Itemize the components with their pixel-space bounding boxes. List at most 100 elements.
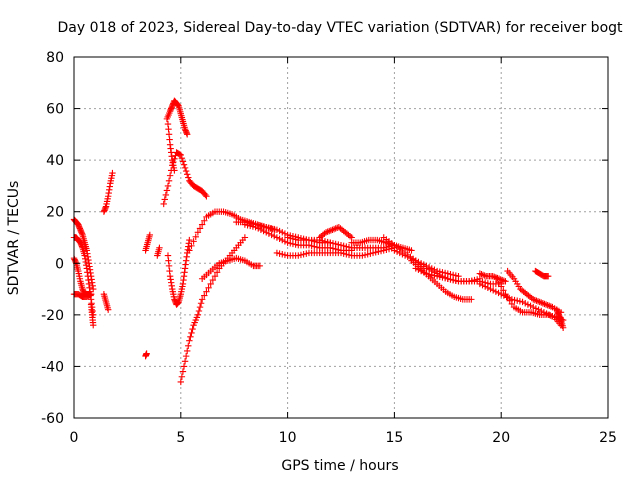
- data-point: [203, 288, 210, 295]
- data-point: [176, 151, 183, 158]
- x-tick-label: 15: [385, 430, 403, 446]
- data-point: [504, 294, 511, 301]
- data-point: [502, 278, 509, 285]
- series-arc-j: [154, 244, 163, 259]
- data-point: [87, 291, 95, 298]
- data-point: [185, 174, 192, 181]
- data-point: [203, 193, 210, 200]
- data-points: [70, 97, 567, 386]
- series-arc-q: [198, 254, 264, 282]
- data-point: [161, 196, 168, 203]
- grid: [74, 57, 608, 418]
- data-point: [194, 311, 202, 319]
- series-arc-ae: [504, 267, 565, 316]
- data-point: [109, 169, 116, 177]
- data-point: [198, 221, 206, 228]
- y-tick-label: 80: [46, 50, 64, 66]
- data-point: [192, 233, 199, 241]
- data-point: [197, 300, 205, 307]
- series-arc-v: [316, 223, 355, 241]
- series-arc-i: [142, 350, 150, 360]
- data-point: [160, 200, 167, 208]
- series-arc-d: [70, 291, 95, 301]
- data-point: [182, 167, 190, 175]
- data-point: [178, 373, 186, 380]
- data-point: [196, 225, 204, 232]
- y-tick-label: -60: [41, 411, 64, 427]
- data-point: [179, 368, 187, 375]
- data-point: [181, 164, 189, 172]
- data-point: [156, 244, 163, 252]
- data-point: [90, 285, 97, 293]
- series-arc-z: [408, 257, 475, 303]
- data-point: [86, 291, 94, 299]
- data-point: [468, 296, 475, 303]
- data-point: [190, 238, 197, 245]
- data-point: [163, 187, 171, 194]
- data-point: [493, 275, 501, 282]
- data-point: [195, 307, 203, 315]
- data-point: [182, 352, 190, 360]
- data-point: [213, 269, 221, 276]
- y-tick-label: 20: [46, 205, 64, 221]
- series-arc-o: [177, 234, 249, 386]
- series-arc-k: [163, 97, 191, 138]
- data-point: [256, 262, 264, 270]
- data-point: [502, 291, 509, 298]
- data-point: [146, 231, 154, 239]
- data-point: [180, 161, 188, 168]
- data-point: [408, 247, 415, 254]
- x-tick-label: 25: [599, 430, 617, 446]
- data-point: [143, 350, 150, 357]
- y-tick-label: 60: [46, 102, 64, 118]
- data-point: [508, 300, 516, 308]
- data-point: [166, 172, 174, 179]
- axis-ticks: 0 5 10 15 20 25 80 60 40 20 0 -20 -40 -60: [41, 50, 617, 446]
- data-point: [205, 284, 212, 291]
- data-point: [207, 280, 214, 288]
- data-point: [167, 167, 175, 174]
- data-point: [184, 347, 191, 355]
- data-point: [186, 236, 193, 244]
- data-point: [209, 276, 217, 284]
- series-arc-u: [284, 234, 398, 252]
- y-tick-label: -40: [41, 359, 64, 375]
- series-arc-g: [100, 169, 116, 215]
- x-tick-label: 0: [70, 430, 79, 446]
- series-arc-l: [164, 120, 178, 174]
- data-point: [188, 242, 195, 250]
- data-point: [479, 271, 487, 279]
- x-tick-label: 5: [176, 430, 185, 446]
- data-point: [181, 358, 189, 365]
- data-point: [170, 158, 177, 166]
- x-tick-label: 10: [279, 430, 297, 446]
- series-arc-m: [160, 149, 210, 208]
- data-point: [184, 171, 191, 178]
- data-point: [500, 287, 507, 294]
- y-tick-label: 0: [55, 256, 64, 272]
- data-point: [187, 333, 194, 340]
- data-point: [185, 342, 192, 349]
- data-point: [179, 158, 187, 165]
- data-point: [171, 155, 178, 163]
- data-point: [506, 297, 513, 304]
- plot-frame: [73, 56, 609, 419]
- data-point: [498, 283, 505, 290]
- data-point: [177, 378, 184, 386]
- data-point: [544, 272, 552, 280]
- series-arc-h: [142, 231, 154, 254]
- series-arc-af: [532, 267, 552, 280]
- data-point: [180, 363, 188, 370]
- data-point: [201, 217, 208, 224]
- x-tick-label: 20: [492, 430, 510, 446]
- data-point: [178, 155, 186, 162]
- data-point: [186, 247, 193, 254]
- data-point: [189, 325, 196, 333]
- y-tick-label: 40: [46, 153, 64, 169]
- y-tick-label: -20: [41, 308, 64, 324]
- data-point: [164, 182, 172, 190]
- data-point: [169, 162, 176, 169]
- series-arc-e: [87, 301, 97, 329]
- data-point: [194, 229, 202, 236]
- data-point: [202, 191, 209, 199]
